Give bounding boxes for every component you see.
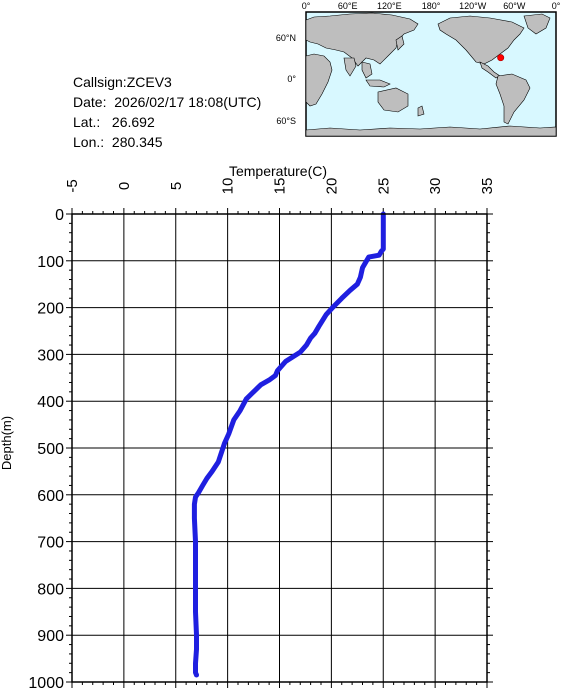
y-tick-label: 900 (37, 628, 64, 645)
japan-landmass (395, 35, 405, 51)
india-landmass (343, 57, 357, 77)
map-land (305, 12, 557, 137)
chart-grid (71, 213, 488, 683)
date-text: Date: 2026/02/17 18:08(UTC) (73, 94, 262, 110)
y-tick-label: 100 (37, 254, 64, 271)
antarctica-landmass (305, 125, 557, 137)
x-tick-label: 15 (272, 178, 289, 195)
y-tick-label: 400 (37, 394, 64, 411)
map-lon-label: 0° (302, 1, 311, 11)
map-lon-label: 60°W (503, 1, 526, 11)
map-lon-label: 60°E (338, 1, 358, 11)
x-tick-label: 30 (427, 178, 444, 195)
y-tick-label: 800 (37, 581, 64, 598)
greenland-landmass (523, 13, 551, 35)
y-tick-label: 1000 (28, 675, 64, 690)
map-lon-label: 0° (552, 1, 561, 11)
africa-landmass (305, 53, 333, 107)
location-marker (497, 54, 505, 62)
temperature-profile-line (191, 211, 386, 678)
map-lon-label: 180° (422, 1, 441, 11)
y-tick-label: 0 (55, 207, 64, 224)
map-left-labels: 60°N 0° 60°S (276, 33, 297, 126)
map-lat-label: 0° (287, 74, 296, 84)
north-america-landmass (437, 15, 525, 65)
latitude-text: Lat.: 26.692 (73, 114, 155, 130)
y-tick-label: 200 (37, 301, 64, 318)
map-lon-label: 120°E (377, 1, 402, 11)
map-lat-label: 60°N (276, 33, 296, 43)
map-top-labels: 0° 60°E 120°E 180° 120°W 60°W 0° (302, 1, 561, 11)
x-tick-labels: -5 0 5 10 15 20 25 30 35 (64, 178, 496, 195)
longitude-text: Lon.: 280.345 (73, 134, 163, 150)
x-tick-label: 35 (479, 178, 496, 195)
southeast-asia-landmass (361, 61, 373, 79)
x-tick-label: 5 (168, 182, 185, 190)
y-tick-labels: 0 100 200 300 400 500 600 700 800 900 1000 (28, 207, 64, 690)
australia-landmass (377, 87, 409, 113)
eurasia-landmass (305, 12, 419, 67)
y-tick-label: 700 (37, 535, 64, 552)
y-tick-label: 300 (37, 347, 64, 364)
y-tick-label: 500 (37, 441, 64, 458)
map-lon-label: 120°W (459, 1, 487, 11)
x-tick-label: 25 (375, 178, 392, 195)
plot-frame (71, 213, 488, 683)
x-axis-label: Temperature(C) (229, 163, 327, 179)
y-axis-label: Depth(m) (0, 416, 14, 470)
x-tick-label: 10 (220, 178, 237, 195)
y-tick-label: 600 (37, 488, 64, 505)
south-america-landmass (495, 73, 531, 125)
x-tick-label: 0 (116, 182, 133, 190)
map-lat-label: 60°S (276, 116, 296, 126)
station-info: Callsign:ZCEV3 Date: 2026/02/17 18:08(UT… (73, 72, 261, 152)
indonesia-landmass (365, 79, 391, 88)
callsign-text: Callsign:ZCEV3 (73, 74, 172, 90)
x-tick-label: 20 (323, 178, 340, 195)
new-zealand-landmass (417, 105, 425, 117)
x-tick-label: -5 (64, 179, 81, 192)
world-map: 0° 60°E 120°E 180° 120°W 60°W 0° 60°N 0° 60°S (276, 1, 561, 137)
